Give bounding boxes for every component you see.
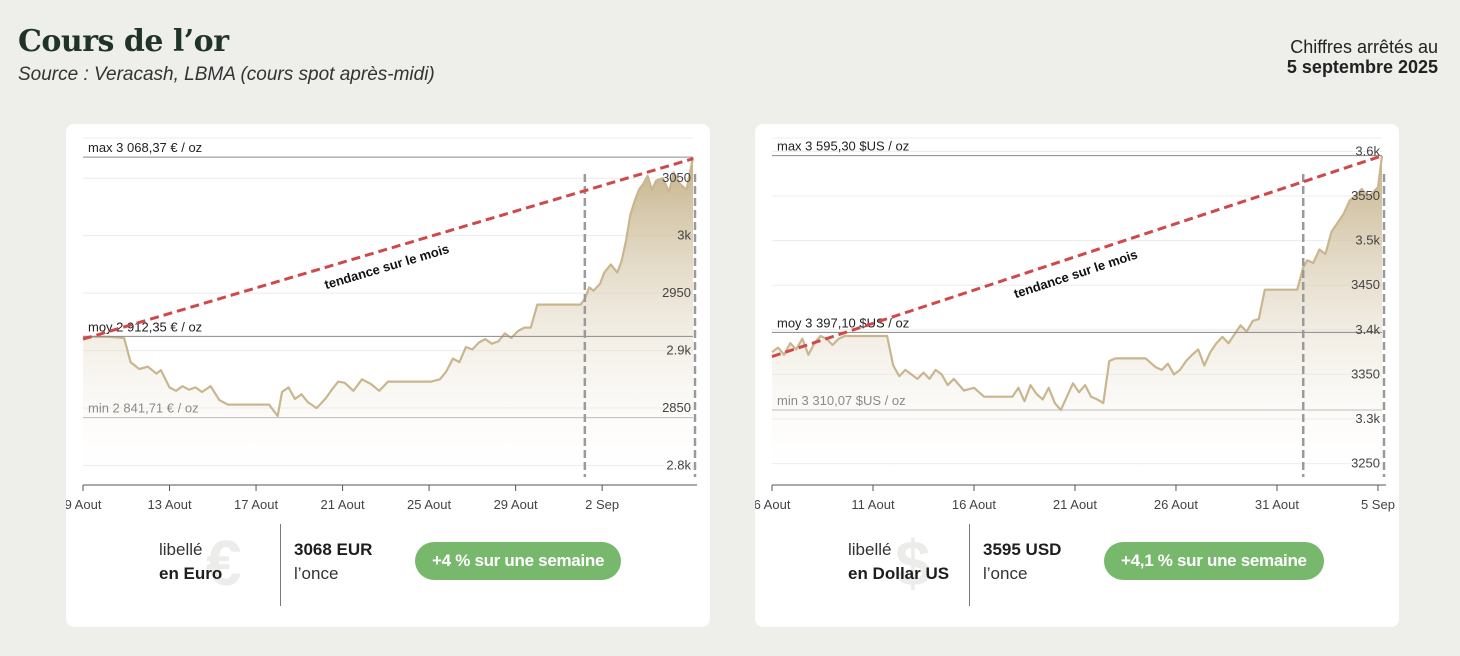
y-tick-label: 3550 xyxy=(1351,188,1380,203)
card-gold-usd: max 3 595,30 $US / oz moy 3 397,10 $US / … xyxy=(755,124,1399,627)
reference-label-min: min 3 310,07 $US / oz xyxy=(777,393,906,408)
page-title: Cours de l’or xyxy=(18,24,229,59)
y-tick-label: 3250 xyxy=(1351,456,1380,471)
price-unit: l’once xyxy=(294,564,339,583)
weekly-change-badge: +4,1 % sur une semaine xyxy=(1104,542,1324,580)
x-tick-label: 29 Aout xyxy=(494,497,538,512)
card-gold-euro: max 3 068,37 € / oz moy 2 912,35 € / oz mi… xyxy=(66,124,710,627)
price-block: 3068 EUR l’once xyxy=(294,538,372,586)
reference-label-moy: moy 3 397,10 $US / oz xyxy=(777,315,909,330)
reference-label-max: max 3 068,37 € / oz xyxy=(88,140,202,155)
y-tick-label: 2.8k xyxy=(666,458,691,473)
x-tick-label: 21 Aout xyxy=(1053,497,1097,512)
x-tick-label: 31 Aout xyxy=(1255,497,1299,512)
y-tick-label: 3450 xyxy=(1351,277,1380,292)
price-line xyxy=(83,157,695,418)
price-block: 3595 USD l’once xyxy=(983,538,1061,586)
y-tick-label: 3050 xyxy=(662,170,691,185)
reference-label-max: max 3 595,30 $US / oz xyxy=(777,139,909,154)
trend-line xyxy=(771,154,1383,358)
y-tick-label: 2950 xyxy=(662,285,691,300)
y-tick-label: 3.3k xyxy=(1355,411,1380,426)
price-amount: 3595 USD xyxy=(983,540,1062,559)
price-area xyxy=(772,155,1382,478)
price-amount: 3068 EUR xyxy=(294,540,373,559)
as-of-note: Chiffres arrêtés au 5 septembre 2025 xyxy=(1287,37,1438,77)
page-subtitle: Source : Veracash, LBMA (cours spot aprè… xyxy=(18,64,435,85)
x-tick-label: 2 Sep xyxy=(585,497,619,512)
as-of-date: 5 septembre 2025 xyxy=(1286,57,1438,77)
summary-usd: $ libellé en Dollar US 3595 USD l’once +… xyxy=(755,524,1399,606)
currency-label-line2: en Dollar US xyxy=(848,564,950,583)
x-tick-label: 26 Aout xyxy=(1154,497,1198,512)
price-line xyxy=(771,155,1384,412)
price-unit: l’once xyxy=(983,564,1028,583)
price-area xyxy=(83,157,693,477)
dollar-symbol-icon: $ xyxy=(895,527,931,599)
y-tick-label: 3350 xyxy=(1351,366,1380,381)
x-tick-label: 13 Aout xyxy=(147,497,191,512)
reference-label-min: min 2 841,71 € / oz xyxy=(88,401,199,416)
as-of-label: Chiffres arrêtés au xyxy=(1290,37,1438,57)
chart-gold-usd: max 3 595,30 $US / oz moy 3 397,10 $US / … xyxy=(755,137,1395,512)
x-tick-label: 21 Aout xyxy=(321,497,365,512)
trend-label: tendance sur le mois xyxy=(1012,247,1140,302)
trend-line xyxy=(82,157,694,341)
x-tick-label: 16 Aout xyxy=(952,497,996,512)
currency-label-line1: libellé xyxy=(159,540,203,559)
y-tick-label: 3.4k xyxy=(1355,322,1380,337)
x-tick-label: 11 Aout xyxy=(851,497,895,512)
currency-label-line1: libellé xyxy=(848,540,892,559)
x-tick-label: 6 Aout xyxy=(755,497,791,512)
divider xyxy=(280,524,281,606)
x-tick-label: 25 Aout xyxy=(407,497,451,512)
euro-symbol-icon: € xyxy=(206,527,242,599)
currency-label-line2: en Euro xyxy=(159,564,223,583)
y-tick-label: 3.6k xyxy=(1355,143,1380,158)
summary-euro: € libellé en Euro 3068 EUR l’once +4 % s… xyxy=(66,524,710,606)
currency-label: libellé en Dollar US xyxy=(848,538,949,586)
x-tick-label: 5 Sep xyxy=(1361,497,1395,512)
x-tick-label: 9 Aout xyxy=(66,497,102,512)
divider xyxy=(969,524,970,606)
x-tick-label: 17 Aout xyxy=(234,497,278,512)
y-tick-label: 2.9k xyxy=(666,343,691,358)
y-tick-label: 3k xyxy=(677,228,691,243)
currency-label: libellé en Euro xyxy=(159,538,222,586)
y-tick-label: 2850 xyxy=(662,400,691,415)
y-tick-label: 3.5k xyxy=(1355,233,1380,248)
weekly-change-badge: +4 % sur une semaine xyxy=(415,542,622,580)
